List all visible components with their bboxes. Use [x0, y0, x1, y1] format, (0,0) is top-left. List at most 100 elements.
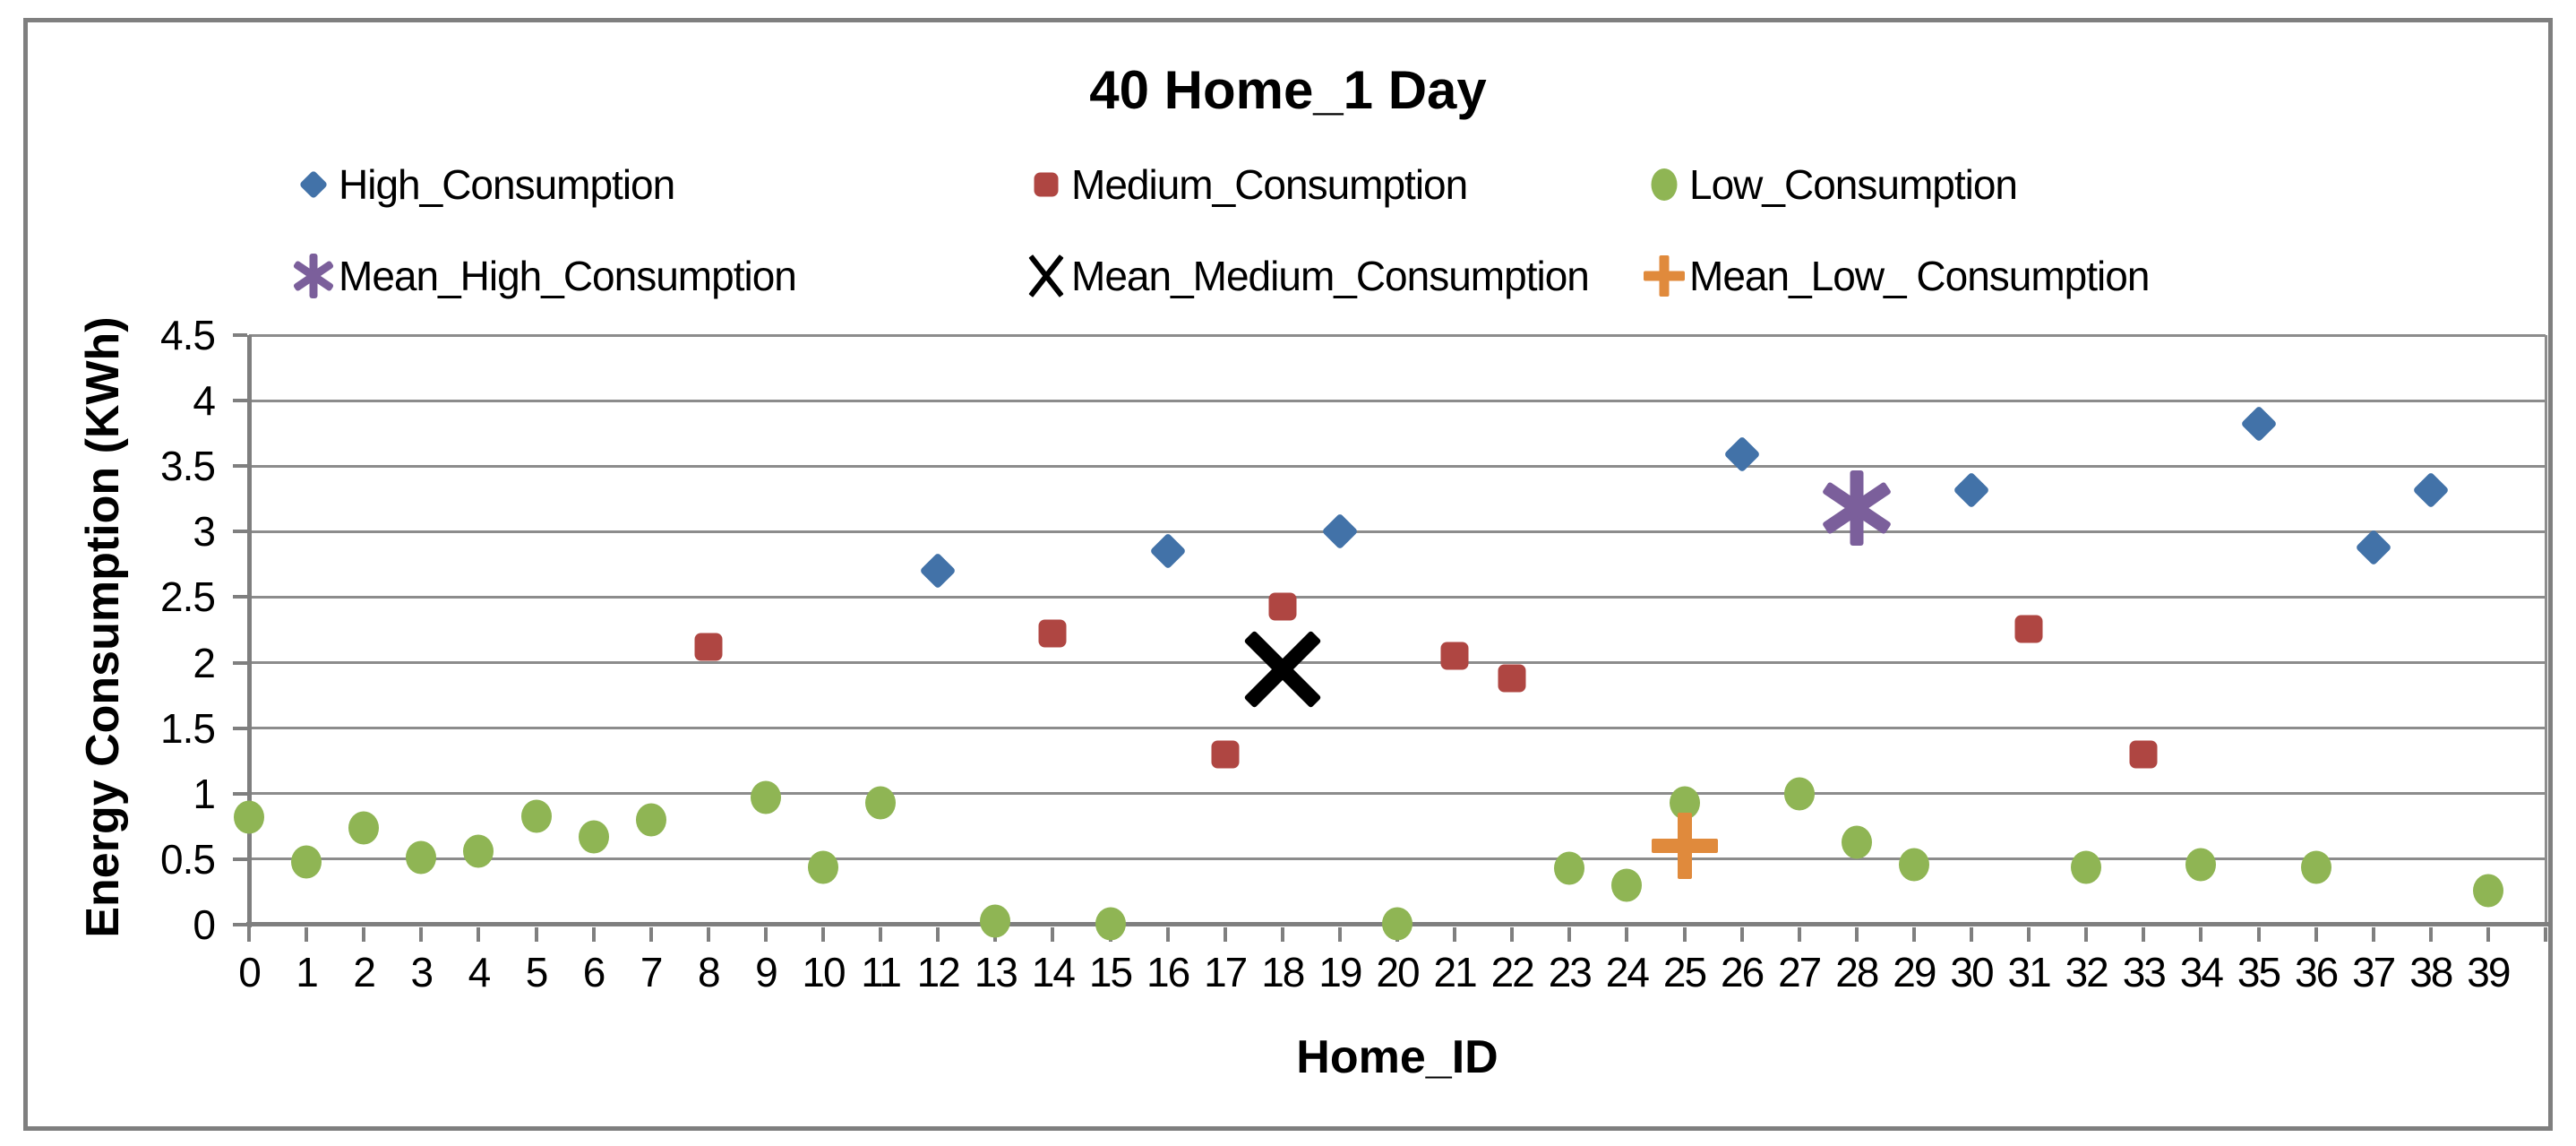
data-point-high-consumption	[2239, 405, 2278, 443]
x-tick-label: 3	[410, 949, 434, 995]
y-tick-label: 0.5	[160, 835, 216, 883]
x-tick-label: 37	[2352, 949, 2396, 995]
x-axis-tick	[936, 927, 940, 942]
data-point-high-consumption	[2412, 471, 2450, 509]
data-point-medium-consumption	[694, 633, 723, 661]
chart-legend: High_Consumption Medium_Consumption Low_Co…	[0, 0, 2576, 323]
x-axis-tick	[648, 927, 653, 942]
data-point-low-consumption	[348, 811, 380, 845]
x-tick-label: 36	[2295, 949, 2339, 995]
data-point-low-consumption	[865, 786, 897, 820]
y-tick-label: 1.5	[160, 704, 216, 752]
data-point-low-consumption	[234, 800, 264, 834]
data-point-low-consumption	[463, 834, 494, 868]
x-tick-label: 23	[1548, 949, 1593, 995]
legend-marker-box	[1639, 247, 1689, 305]
x-tick-label: 7	[640, 949, 664, 995]
x-axis-tick	[2084, 927, 2089, 942]
x-axis-tick	[1739, 927, 1744, 942]
x-tick-label: 6	[582, 949, 606, 995]
data-point-medium-consumption	[1211, 740, 1240, 769]
y-axis-line	[247, 335, 252, 927]
plot-right-border	[2545, 335, 2547, 925]
legend-item-high-consumption: High_Consumption	[288, 156, 675, 213]
x-axis-tick	[591, 927, 596, 942]
legend-item-medium-consumption: Medium_Consumption	[1021, 156, 1468, 213]
legend-item-mean-medium-consumption: Mean_Medium_Consumption	[1021, 247, 1590, 305]
x-tick-label: 14	[1031, 949, 1076, 995]
data-point-low-consumption	[635, 803, 666, 837]
y-axis-tick	[233, 923, 247, 926]
x-tick-label: 9	[755, 949, 778, 995]
x-axis-tick	[1625, 927, 1629, 942]
x-tick-label: 2	[353, 949, 376, 995]
x-axis-tick	[1223, 927, 1227, 942]
y-axis-tick	[233, 464, 247, 469]
gridline	[249, 464, 2546, 468]
x-tick-label: 21	[1433, 949, 1478, 995]
x-tick-label: 24	[1605, 949, 1650, 995]
x-tick-label: 30	[1950, 949, 1994, 995]
x-axis-tick	[821, 927, 825, 942]
data-point-low-consumption	[1554, 851, 1585, 885]
y-axis-tick	[233, 530, 247, 534]
x-axis-tick	[2428, 927, 2433, 942]
data-point-high-consumption	[1149, 532, 1187, 570]
legend-marker-box	[1639, 156, 1689, 213]
x-tick-label: 8	[698, 949, 721, 995]
x-axis-tick	[2027, 927, 2031, 942]
x-tick-label: 39	[2467, 949, 2511, 995]
gridline	[249, 399, 2546, 402]
x-axis-tick	[419, 927, 424, 942]
data-point-low-consumption	[406, 840, 437, 875]
gridline	[249, 727, 2546, 730]
y-tick-label: 2.5	[160, 573, 216, 621]
legend-diamond-marker-icon	[298, 169, 329, 200]
legend-label: Medium_Consumption	[1071, 161, 1468, 208]
legend-item-low-consumption: Low_Consumption	[1639, 156, 2018, 213]
legend-marker-box	[288, 156, 339, 213]
x-tick-label: 31	[2007, 949, 2052, 995]
gridline	[249, 333, 2546, 337]
x-tick-label: 5	[525, 949, 549, 995]
x-axis-tick	[247, 927, 251, 942]
x-axis-tick	[1510, 927, 1515, 942]
data-point-low-consumption	[291, 845, 322, 879]
x-tick-label: 11	[861, 949, 902, 995]
x-axis-title: Home_ID	[1296, 1031, 1498, 1083]
x-tick-label: 0	[238, 949, 262, 995]
x-tick-label: 29	[1893, 949, 1936, 995]
legend-circle-marker-icon	[1651, 168, 1678, 201]
data-point-low-consumption	[980, 904, 1011, 938]
data-point-low-consumption	[520, 799, 552, 833]
data-point-low-consumption	[2185, 848, 2217, 882]
data-point-low-consumption	[1841, 825, 1872, 859]
legend-label: Mean_Low_ Consumption	[1689, 253, 2150, 299]
legend-marker-box	[1021, 156, 1071, 213]
x-tick-label: 35	[2237, 949, 2281, 995]
x-tick-label: 32	[2065, 949, 2109, 995]
data-point-medium-consumption	[1038, 619, 1067, 648]
x-axis-tick	[1567, 927, 1572, 942]
x-tick-label: 34	[2179, 949, 2224, 995]
y-axis-tick	[233, 791, 247, 796]
legend-label: Mean_Medium_Consumption	[1071, 253, 1590, 299]
x-tick-label: 25	[1662, 949, 1707, 995]
x-axis-tick	[2314, 927, 2318, 942]
gridline	[249, 857, 2546, 861]
x-tick-label: 26	[1721, 949, 1765, 995]
x-axis-tick	[1911, 927, 1916, 942]
x-tick-label: 4	[468, 949, 492, 995]
data-point-medium-consumption	[1440, 642, 1469, 670]
x-tick-label: 33	[2122, 949, 2167, 995]
x-axis-tick	[1051, 927, 1055, 942]
x-axis-tick	[1337, 927, 1342, 942]
x-axis-tick	[1682, 927, 1687, 942]
x-axis-tick	[2256, 927, 2261, 942]
legend-square-marker-icon	[1034, 172, 1059, 197]
legend-label: Mean_High_Consumption	[339, 253, 797, 299]
x-tick-label: 27	[1778, 949, 1822, 995]
y-tick-label: 4.5	[160, 312, 216, 358]
gridline	[249, 530, 2546, 533]
legend-label: Low_Consumption	[1689, 161, 2018, 208]
